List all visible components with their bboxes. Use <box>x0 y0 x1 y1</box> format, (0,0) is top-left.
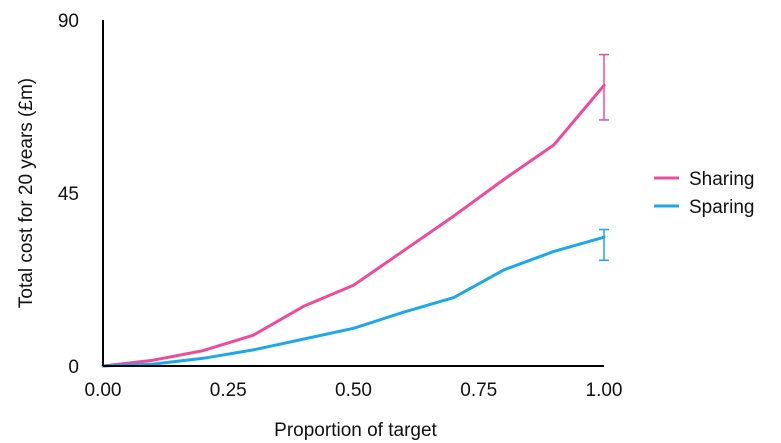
y-tick-label: 45 <box>58 184 79 205</box>
y-tick-label: 90 <box>58 11 79 32</box>
series-line-sparing <box>103 237 604 366</box>
x-tick-label: 0.25 <box>210 380 247 401</box>
x-axis-title: Proportion of target <box>274 420 437 441</box>
x-tick-label: 0.00 <box>85 380 122 401</box>
y-axis-title: Total cost for 20 years (£m) <box>16 78 37 308</box>
legend-label-sparing: Sparing <box>689 197 755 218</box>
series-lines <box>103 85 604 366</box>
legend: Sharing Sparing <box>654 169 755 218</box>
x-tick-label: 1.00 <box>586 380 623 401</box>
tick-labels: 0.00 0.25 0.50 0.75 1.00 0 45 90 <box>58 11 623 401</box>
x-tick-label: 0.75 <box>460 380 497 401</box>
error-bar-sparing <box>599 230 609 261</box>
series-line-sharing <box>103 85 604 366</box>
legend-label-sharing: Sharing <box>689 169 755 190</box>
x-tick-label: 0.50 <box>335 380 372 401</box>
axes <box>103 20 604 366</box>
y-tick-label: 0 <box>68 357 79 378</box>
